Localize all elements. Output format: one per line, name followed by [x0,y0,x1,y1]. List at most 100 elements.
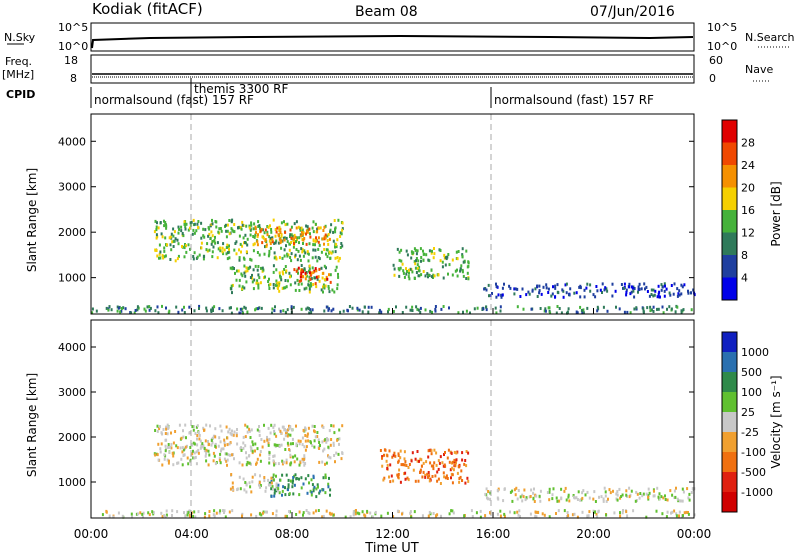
data-cell [256,279,259,283]
data-cell [241,223,244,227]
data-cell [673,509,676,513]
data-cell [650,293,653,296]
data-cell [309,235,312,239]
data-cell [339,235,342,238]
data-cell [461,247,464,251]
data-cell [511,489,514,493]
data-cell [293,233,296,237]
x-tick-label: 08:00 [275,527,310,541]
data-cell [499,309,502,313]
data-cell [649,305,652,309]
data-cell [582,311,585,315]
data-cell [439,482,442,485]
data-cell [321,460,324,464]
data-cell [268,457,271,461]
nsky-panel: N.Sky 10^5 10^0 10^5 10^0 N.Search [4,21,795,53]
data-cell [263,439,266,443]
data-cell [165,513,168,517]
data-cell [427,475,429,479]
data-cell [164,438,167,442]
data-cell [159,425,161,429]
data-cell [296,457,299,461]
data-cell [252,243,255,247]
data-cell [245,250,248,254]
data-cell [284,279,287,282]
data-cell [168,236,171,240]
data-cell [188,305,191,309]
data-cell [289,275,291,279]
data-cell [193,451,196,455]
data-cell [389,480,392,484]
data-cell [223,511,225,514]
data-cell [302,254,305,258]
data-cell [186,444,188,448]
data-cell [327,285,330,288]
data-cell [283,248,286,252]
data-cell [226,251,229,255]
data-cell [300,486,303,490]
data-cell [497,293,500,297]
data-cell [273,429,276,433]
data-cell [412,468,415,472]
data-cell [219,424,222,428]
data-cell [204,512,207,516]
data-cell [448,460,451,464]
data-cell [245,490,248,494]
data-cell [655,509,658,513]
data-cell [496,512,499,516]
data-cell [235,252,238,256]
data-cell [658,497,661,501]
data-cell [280,443,283,447]
data-cell [399,266,402,270]
data-cell [223,443,226,447]
data-cell [316,259,319,263]
data-cell [658,492,661,496]
data-cell [195,462,198,466]
data-cell [671,510,674,514]
data-cell [304,273,307,277]
data-cell [185,250,188,254]
data-cell [291,235,294,238]
data-cell [554,284,557,288]
data-cell [278,225,281,229]
data-cell [484,287,487,290]
data-cell [337,275,340,279]
data-cell [289,479,292,483]
data-cell [433,252,436,256]
y-tick-label: 4000 [58,341,86,354]
data-cell [519,495,522,499]
data-cell [427,449,430,453]
data-cell [309,277,312,281]
data-cell [638,496,641,500]
data-cell [456,471,459,475]
data-cell [509,286,512,290]
data-cell [555,311,558,315]
data-cell [562,295,565,299]
data-cell [289,233,292,237]
data-cell [348,305,351,308]
data-cell [170,446,173,450]
data-cell [243,305,246,309]
data-cell [130,311,133,315]
data-cell [572,494,575,497]
data-cell [407,478,410,482]
data-cell [330,512,333,516]
data-cell [329,280,332,284]
data-cell [250,258,253,262]
data-cell [182,429,184,433]
data-cell [175,444,178,448]
data-cell [257,233,259,237]
data-cell [164,221,167,224]
data-cell [314,267,317,271]
data-cell [508,284,511,288]
data-cell [649,309,652,313]
data-cell [159,221,162,224]
data-cell [231,267,234,271]
data-cell [214,235,216,239]
data-cell [292,442,294,446]
data-cell [300,476,303,480]
data-cell [250,428,253,432]
data-cell [159,450,162,454]
data-cell [255,231,257,235]
